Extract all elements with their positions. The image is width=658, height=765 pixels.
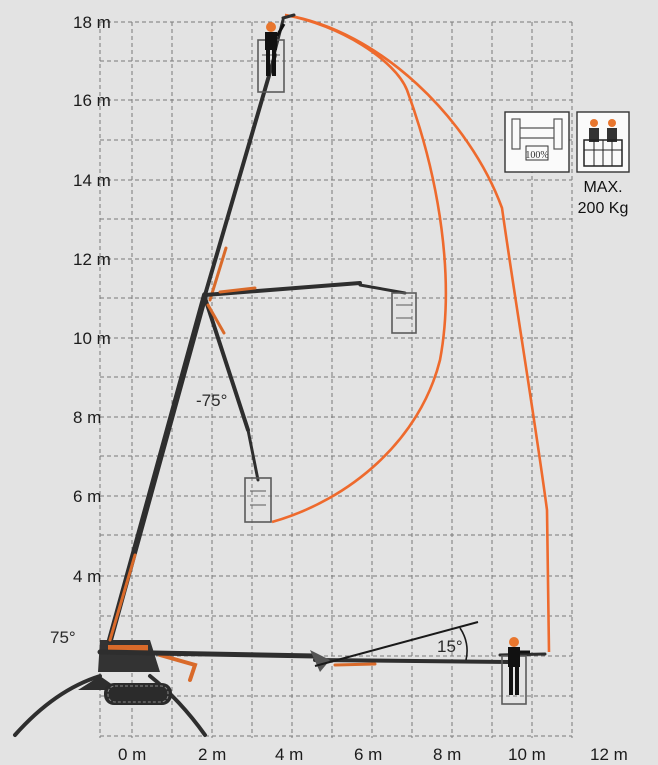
x-tick-label: 12 m (590, 745, 628, 764)
y-tick-label: 18 m (73, 13, 111, 32)
stabilizer-percent: 100% (525, 150, 548, 161)
base-angle-label: 75° (50, 628, 76, 647)
outer-envelope-curve (284, 13, 551, 653)
basket-low (244, 477, 272, 523)
main-boom (107, 13, 296, 643)
y-tick-label: 12 m (73, 250, 111, 269)
mid-jib (203, 281, 417, 334)
y-tick-label: 10 m (73, 329, 111, 348)
x-tick-label: 0 m (118, 745, 146, 764)
jib-down-angle-label: -75° (196, 391, 227, 410)
max-label: MAX. (583, 179, 622, 196)
grid (99, 21, 573, 738)
jib-low-angle-label: 15° (437, 637, 463, 656)
working-envelope (271, 13, 551, 653)
y-tick-label: 6 m (73, 487, 101, 506)
lowered-jib (203, 296, 272, 523)
two-persons-icon (576, 111, 630, 173)
stabilizer-icon: 100% (504, 111, 570, 173)
x-tick-label: 6 m (354, 745, 382, 764)
y-tick-label: 16 m (73, 91, 111, 110)
y-tick-label: 8 m (73, 408, 101, 427)
x-axis: 0 m 2 m 4 m 6 m 8 m 10 m 12 m (118, 745, 628, 764)
y-axis: 18 m 16 m 14 m 12 m 10 m 8 m 6 m 4 m (73, 13, 111, 586)
person-icon (508, 637, 530, 695)
basket-mid (391, 292, 417, 334)
horizontal-boom (97, 621, 547, 705)
max-load-value: 200 Kg (578, 200, 629, 217)
x-tick-label: 10 m (508, 745, 546, 764)
x-tick-label: 8 m (433, 745, 461, 764)
y-tick-label: 4 m (73, 567, 101, 586)
person-icon (265, 22, 286, 76)
x-tick-label: 4 m (275, 745, 303, 764)
x-tick-label: 2 m (198, 745, 226, 764)
inner-envelope-curve (271, 13, 448, 524)
crawler-base (13, 640, 207, 737)
y-tick-label: 14 m (73, 171, 111, 190)
